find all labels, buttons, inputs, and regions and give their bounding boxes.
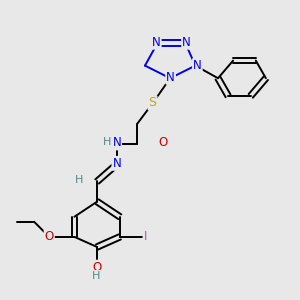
- Text: I: I: [144, 230, 147, 243]
- Text: N: N: [182, 36, 191, 49]
- Text: H: H: [103, 137, 111, 147]
- Text: O: O: [158, 136, 167, 149]
- Text: S: S: [148, 96, 157, 110]
- Text: H: H: [75, 175, 84, 185]
- Text: N: N: [152, 36, 161, 49]
- Text: N: N: [112, 157, 121, 170]
- Text: N: N: [166, 71, 175, 84]
- Text: O: O: [92, 261, 101, 274]
- Text: N: N: [193, 59, 202, 72]
- Text: H: H: [92, 271, 100, 281]
- Text: N: N: [112, 136, 121, 149]
- Text: O: O: [45, 230, 54, 243]
